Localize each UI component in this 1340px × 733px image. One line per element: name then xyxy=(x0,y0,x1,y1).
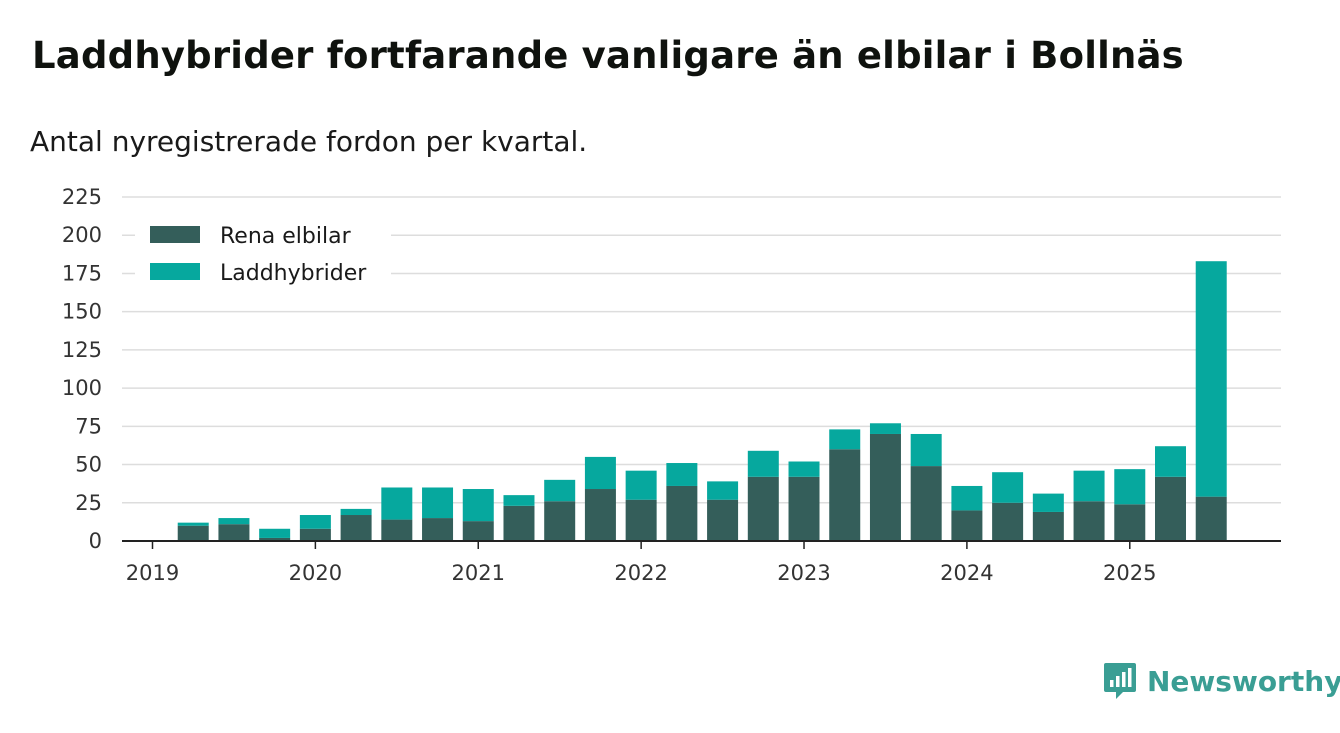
bar-laddhybrider xyxy=(1195,261,1227,497)
bar-elbilar xyxy=(218,524,250,541)
bar-laddhybrider xyxy=(381,487,413,520)
bar-elbilar xyxy=(544,501,576,541)
bar-elbilar xyxy=(259,537,291,541)
bar-laddhybrider xyxy=(299,515,331,529)
bar-elbilar xyxy=(829,449,861,541)
brand-name: Newsworthy xyxy=(1147,664,1340,698)
bar-elbilar xyxy=(503,505,535,541)
bar-laddhybrider xyxy=(869,423,901,434)
y-tick-label: 225 xyxy=(62,185,102,209)
bar-elbilar xyxy=(1155,476,1186,541)
bar-elbilar xyxy=(340,515,372,541)
bar-laddhybrider xyxy=(707,481,739,500)
bar-elbilar xyxy=(747,476,779,541)
bar-elbilar xyxy=(625,499,657,541)
bar-laddhybrider xyxy=(340,508,372,516)
chart-subtitle: Antal nyregistrerade fordon per kvartal. xyxy=(30,125,588,158)
bar-elbilar xyxy=(951,510,983,541)
bar-laddhybrider xyxy=(544,479,576,502)
bar-elbilar xyxy=(666,485,698,541)
bar-laddhybrider xyxy=(788,461,820,477)
bar-laddhybrider xyxy=(829,429,861,450)
bar-elbilar xyxy=(1032,511,1064,541)
bar-elbilar xyxy=(788,476,820,541)
bar-elbilar xyxy=(1114,504,1146,541)
bar-elbilar xyxy=(422,518,454,541)
y-tick-label: 175 xyxy=(62,261,102,285)
y-tick-label: 75 xyxy=(75,414,102,438)
y-tick-label: 100 xyxy=(62,376,102,400)
legend-label-elbilar: Rena elbilar xyxy=(220,224,352,249)
bar-laddhybrider xyxy=(910,433,942,467)
x-tick-label: 2023 xyxy=(777,561,830,585)
bar-laddhybrider xyxy=(177,522,209,526)
x-tick-label: 2025 xyxy=(1103,561,1156,585)
y-tick-label: 150 xyxy=(62,300,102,324)
x-tick-label: 2021 xyxy=(452,561,505,585)
y-tick-label: 0 xyxy=(89,529,102,553)
bar-elbilar xyxy=(910,466,942,541)
bar-elbilar xyxy=(177,525,209,541)
x-tick-label: 2019 xyxy=(126,561,179,585)
bar-elbilar xyxy=(1195,496,1227,541)
bar-laddhybrider xyxy=(992,472,1024,503)
bar-laddhybrider xyxy=(1155,446,1186,477)
bar-elbilar xyxy=(707,499,739,541)
bar-elbilar xyxy=(1073,501,1105,541)
y-tick-label: 125 xyxy=(62,338,102,362)
bar-elbilar xyxy=(992,502,1024,541)
bar-laddhybrider xyxy=(1032,493,1064,512)
bar-elbilar xyxy=(299,528,331,541)
y-tick-label: 25 xyxy=(75,491,102,515)
bar-laddhybrider xyxy=(218,518,250,525)
legend-swatch-laddhybrider xyxy=(150,263,200,280)
bar-laddhybrider xyxy=(666,463,698,486)
bar-laddhybrider xyxy=(503,495,535,506)
axes: 0 25 50 75 100 125 150 175 200 225 2019 2020 2021 202… xyxy=(62,185,1281,585)
x-tick-label: 2024 xyxy=(940,561,993,585)
x-tick-label: 2020 xyxy=(289,561,342,585)
bar-laddhybrider xyxy=(584,456,616,490)
y-tick-label: 50 xyxy=(75,453,102,477)
chart-title: Laddhybrider fortfarande vanligare än el… xyxy=(32,34,1184,77)
legend-label-laddhybrider: Laddhybrider xyxy=(220,261,367,286)
newsworthy-logo-icon xyxy=(1104,663,1136,699)
bar-elbilar xyxy=(462,521,494,541)
bar-elbilar xyxy=(584,489,616,541)
bar-laddhybrider xyxy=(747,450,779,477)
bar-elbilar xyxy=(381,519,413,541)
bar-laddhybrider xyxy=(259,528,291,538)
y-tick-label: 200 xyxy=(62,223,102,247)
bar-laddhybrider xyxy=(625,470,657,500)
bar-laddhybrider xyxy=(1114,469,1146,505)
bar-laddhybrider xyxy=(1073,470,1105,502)
legend-swatch-elbilar xyxy=(150,226,200,243)
bar-laddhybrider xyxy=(422,487,454,519)
bars xyxy=(177,261,1227,541)
bar-laddhybrider xyxy=(951,485,983,511)
brand-logo: Newsworthy xyxy=(1103,662,1340,700)
x-tick-label: 2022 xyxy=(614,561,667,585)
bar-laddhybrider xyxy=(462,489,494,522)
bar-elbilar xyxy=(869,433,901,541)
legend: Rena elbilar Laddhybrider xyxy=(135,215,391,287)
